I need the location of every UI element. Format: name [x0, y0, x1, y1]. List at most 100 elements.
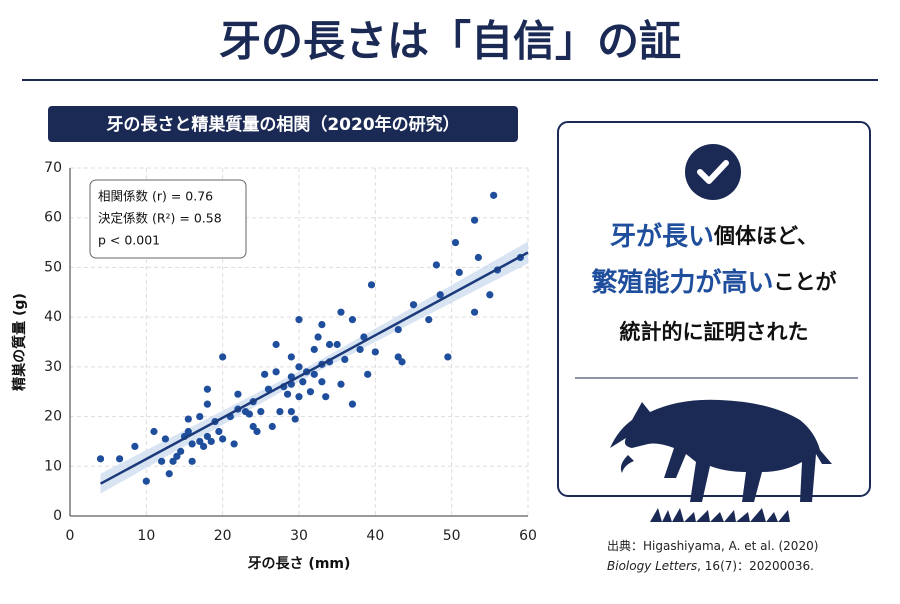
x-tick-label: 30 [290, 528, 308, 544]
data-point [371, 348, 379, 356]
data-point [268, 422, 276, 431]
data-point [394, 353, 402, 361]
data-point [287, 408, 295, 416]
data-point [364, 370, 372, 378]
x-tick-label: 20 [214, 528, 232, 544]
data-point [116, 455, 124, 463]
data-point [173, 452, 181, 460]
data-point [283, 390, 292, 398]
x-tick-label: 60 [519, 528, 537, 544]
data-point [486, 291, 494, 299]
boar-silhouette [610, 399, 832, 522]
data-point [184, 415, 192, 423]
data-point [474, 253, 482, 262]
chart-title-bar [48, 106, 518, 142]
data-point [348, 400, 357, 408]
data-point [299, 378, 307, 386]
x-axis-label: 牙の長さ (mm) [248, 556, 351, 572]
panel-text: ことが [774, 270, 837, 294]
data-point [249, 422, 257, 431]
data-point [188, 457, 196, 465]
data-point [348, 316, 357, 324]
data-point [314, 333, 322, 341]
data-point [333, 340, 341, 349]
x-tick-label: 0 [66, 528, 75, 544]
trend-line [99, 251, 529, 485]
data-point [234, 390, 242, 398]
panel-text: 個体ほど、 [713, 224, 818, 248]
data-point [337, 380, 345, 388]
data-point [337, 308, 345, 316]
data-point [272, 368, 280, 376]
y-tick-label: 20 [44, 409, 62, 425]
stats-text: p < 0.001 [98, 233, 160, 248]
data-point [295, 393, 303, 401]
data-point [245, 410, 253, 418]
data-point [203, 432, 211, 441]
data-point [394, 325, 402, 334]
data-point [306, 388, 315, 396]
stats-text: 決定係数 (R²) = 0.58 [98, 211, 222, 226]
source-journal: Biology Letters [607, 559, 697, 573]
check-icon [685, 144, 741, 200]
panel-text: 繁殖能力が高い [591, 267, 773, 298]
data-point [207, 437, 215, 446]
panel-line: 繁殖能力が高いことが [591, 267, 836, 298]
data-point [150, 427, 158, 436]
source-rest: , 16(7)：20200036. [697, 559, 814, 573]
data-point [203, 385, 211, 393]
data-point [219, 435, 227, 443]
data-point [177, 447, 185, 455]
y-tick-label: 30 [44, 359, 62, 375]
stats-box [89, 179, 247, 259]
data-point [203, 400, 211, 408]
data-point [398, 358, 406, 366]
stats-text: 相関係数 (r) = 0.76 [98, 189, 213, 204]
check-mark [697, 160, 729, 184]
data-point [436, 291, 444, 299]
data-point [295, 363, 303, 371]
data-point [455, 268, 463, 276]
data-point [444, 353, 452, 361]
x-tick-label: 40 [366, 528, 384, 544]
data-point [310, 370, 318, 378]
data-point [184, 427, 192, 436]
page-title: 牙の長さは「自信」の証 [219, 17, 681, 66]
data-point [322, 393, 330, 401]
data-point [318, 321, 326, 329]
data-point [196, 437, 204, 446]
data-point [432, 261, 440, 269]
data-point [199, 442, 208, 450]
y-tick-label: 50 [44, 259, 62, 275]
data-point [165, 470, 173, 478]
data-point [276, 408, 284, 416]
source-citation: Biology Letters, 16(7)：20200036. [607, 559, 814, 573]
data-point [470, 308, 479, 316]
data-point [409, 301, 418, 309]
data-point [341, 355, 349, 363]
data-point [490, 191, 498, 199]
summary-panel [557, 121, 871, 497]
y-axis-label: 精巣の質量 (g) [11, 293, 28, 391]
y-tick-label: 10 [44, 458, 62, 474]
data-point [188, 440, 196, 448]
panel-line: 牙が長い個体ほど、 [610, 221, 818, 252]
panel-line: 統計的に証明された [620, 320, 809, 344]
data-point [215, 427, 223, 436]
x-tick-label: 10 [137, 528, 155, 544]
data-point [318, 378, 326, 386]
data-point [261, 370, 269, 378]
y-tick-label: 40 [44, 309, 62, 325]
y-tick-label: 60 [44, 210, 62, 226]
data-point [425, 316, 433, 324]
data-point [169, 457, 177, 465]
data-point [367, 281, 376, 289]
data-point [287, 353, 295, 361]
data-point [272, 340, 280, 349]
panel-text: 牙が長い [610, 221, 714, 252]
x-tick-label: 50 [443, 528, 461, 544]
data-point [470, 216, 479, 224]
data-point [161, 435, 170, 443]
data-point [158, 457, 166, 465]
